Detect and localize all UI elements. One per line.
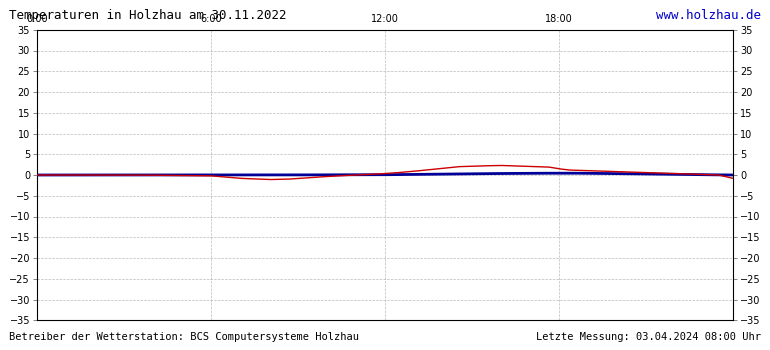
Text: Temperaturen in Holzhau am 30.11.2022: Temperaturen in Holzhau am 30.11.2022 xyxy=(9,9,286,22)
Text: Letzte Messung: 03.04.2024 08:00 Uhr: Letzte Messung: 03.04.2024 08:00 Uhr xyxy=(536,332,761,342)
Text: Betreiber der Wetterstation: BCS Computersysteme Holzhau: Betreiber der Wetterstation: BCS Compute… xyxy=(9,332,360,342)
Text: www.holzhau.de: www.holzhau.de xyxy=(656,9,761,22)
